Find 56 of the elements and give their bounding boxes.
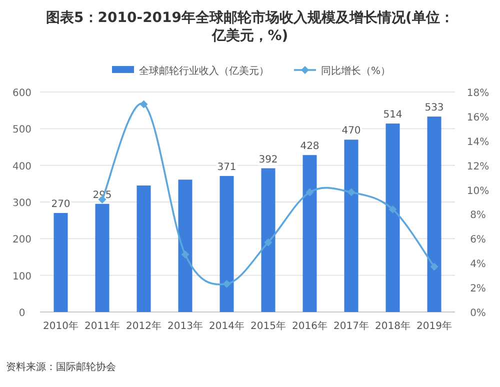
point xyxy=(222,280,231,288)
y2-tick-label: 8% xyxy=(470,210,486,222)
y2-tick-label: 6% xyxy=(470,234,486,246)
data-label: 533 xyxy=(424,102,444,114)
point xyxy=(264,238,272,246)
x-tick-label: 2010年 xyxy=(43,320,78,332)
y2-tick-label: 18% xyxy=(466,88,490,99)
y2-tick-label: 14% xyxy=(466,136,490,148)
x-tick-label: 2013年 xyxy=(168,320,203,332)
y-tick-label: 0 xyxy=(18,308,26,319)
y-tick-label: 100 xyxy=(12,271,32,282)
legend-label: 同比增长（%） xyxy=(321,65,391,77)
point xyxy=(181,250,190,259)
bar xyxy=(95,204,110,312)
bar xyxy=(178,180,192,312)
data-label: 270 xyxy=(51,199,70,210)
point xyxy=(347,188,356,196)
y-tick-label: 300 xyxy=(12,198,32,209)
bar xyxy=(261,168,276,312)
x-tick-label: 2019年 xyxy=(416,320,452,332)
x-tick-label: 2012年 xyxy=(126,320,162,332)
x-tick-label: 2011年 xyxy=(84,320,120,332)
x-tick-label: 2014年 xyxy=(209,320,244,332)
bar xyxy=(427,116,442,312)
y2-tick-label: 0% xyxy=(470,308,486,319)
text: 资料来源：国际邮轮协会 xyxy=(6,361,116,373)
y2-tick-label: 12% xyxy=(466,161,490,172)
chart-title: 图表5：2010-2019年全球邮轮市场收入规模及增长情况(单位：亿美元，%) xyxy=(46,9,454,44)
data-label: 470 xyxy=(342,126,361,137)
x-tick-label: 2016年 xyxy=(292,320,328,332)
y-tick-label: 600 xyxy=(12,88,32,99)
y-tick-label: 400 xyxy=(12,161,32,172)
bar xyxy=(302,155,317,312)
point xyxy=(430,262,438,271)
x-tick-label: 2017年 xyxy=(334,320,369,332)
data-label: 514 xyxy=(383,110,402,121)
bar xyxy=(136,186,151,312)
data-label: 428 xyxy=(300,141,320,152)
y2-tick-label: 4% xyxy=(470,259,486,270)
bar xyxy=(344,140,358,312)
y-tick-label: 500 xyxy=(12,124,32,136)
data-label: 371 xyxy=(217,162,236,173)
y-tick-label: 200 xyxy=(12,234,32,246)
y2-tick-label: 2% xyxy=(470,284,486,295)
bar xyxy=(54,213,68,312)
point xyxy=(306,188,314,196)
data-label: 392 xyxy=(258,154,278,166)
bar xyxy=(220,176,234,312)
legend-label: 全球邮轮行业收入（亿美元） xyxy=(139,65,269,77)
bar xyxy=(386,124,400,312)
point xyxy=(140,100,148,108)
point xyxy=(388,205,397,214)
x-tick-label: 2015年 xyxy=(250,320,286,332)
y2-tick-label: 16% xyxy=(466,112,490,124)
y2-tick-label: 10% xyxy=(466,186,490,197)
x-tick-label: 2018年 xyxy=(375,320,410,332)
